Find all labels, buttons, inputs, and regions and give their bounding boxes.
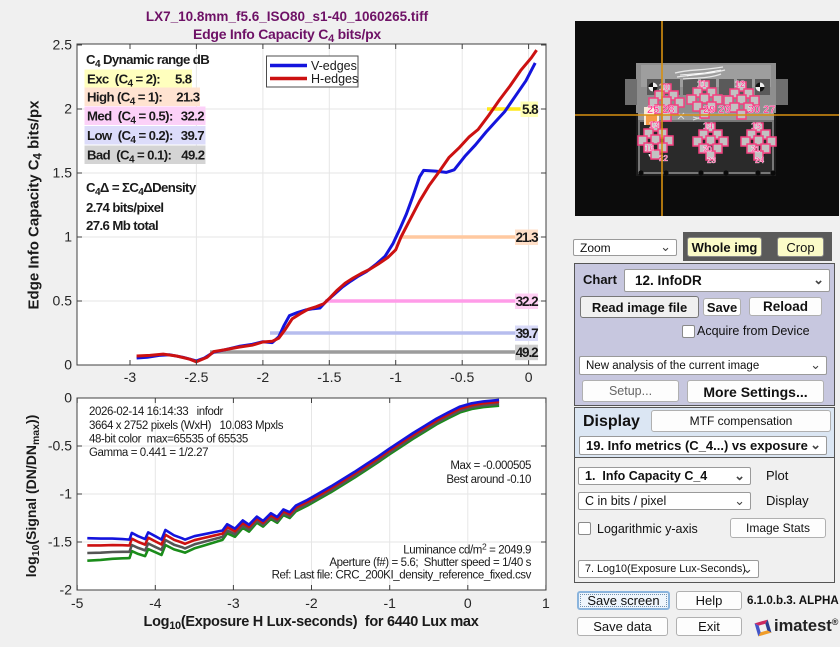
- svg-text:22: 22: [659, 154, 668, 163]
- svg-text:1: 1: [64, 229, 72, 245]
- svg-text:0: 0: [64, 390, 72, 406]
- svg-text:Bad (C4 = 0.1):: Bad (C4 = 0.1):: [87, 148, 171, 166]
- svg-text:Med (C4 = 0.5):: Med (C4 = 0.5):: [87, 109, 173, 127]
- svg-text:Luminance cd/m2 = 2049.9: Luminance cd/m2 = 2049.9: [403, 542, 531, 557]
- svg-text:30 27: 30 27: [748, 104, 776, 116]
- svg-text:-5: -5: [71, 595, 84, 611]
- svg-text:1.5: 1.5: [53, 165, 73, 181]
- svg-text:11: 11: [697, 79, 707, 89]
- svg-text:-1.5: -1.5: [48, 534, 72, 550]
- svg-text:2.5: 2.5: [53, 37, 73, 53]
- svg-text:Low (C4 = 0.2):: Low (C4 = 0.2):: [87, 128, 173, 146]
- svg-text:20: 20: [703, 145, 712, 154]
- svg-text:-1.5: -1.5: [317, 369, 341, 385]
- svg-text:48-bit color max=65535 of 655: 48-bit color max=65535 of 65535: [89, 434, 248, 446]
- svg-text:Edge Info Capacity C4 bits/px: Edge Info Capacity C4 bits/px: [26, 100, 45, 310]
- svg-text:Ref: Last file: CRC_200KI_dens: Ref: Last file: CRC_200KI_density_refere…: [272, 570, 532, 582]
- svg-text:-3: -3: [124, 369, 137, 385]
- svg-text:-2: -2: [257, 369, 270, 385]
- svg-text:2026-02-14 16:14:33 infodr: 2026-02-14 16:14:33 infodr: [89, 406, 224, 418]
- svg-text:Max = -0.000505: Max = -0.000505: [450, 460, 531, 472]
- svg-text:Best around -0.10: Best around -0.10: [446, 474, 531, 486]
- svg-text:-1: -1: [389, 369, 402, 385]
- svg-text:13: 13: [649, 120, 659, 130]
- svg-text:2.74 bits/pixel: 2.74 bits/pixel: [86, 200, 164, 215]
- svg-text:0: 0: [64, 357, 72, 373]
- svg-text:49.2: 49.2: [181, 148, 205, 163]
- svg-text:5.8: 5.8: [175, 72, 192, 87]
- svg-text:-4: -4: [149, 595, 162, 611]
- svg-text:0: 0: [464, 595, 472, 611]
- svg-text:32.2: 32.2: [516, 294, 538, 309]
- svg-text:Exc (C4 = 2):: Exc (C4 = 2):: [87, 72, 160, 90]
- svg-text:29 26: 29 26: [703, 104, 731, 116]
- svg-text:2: 2: [64, 101, 72, 117]
- svg-text:Edge Info Capacity C4 bits/px: Edge Info Capacity C4 bits/px: [193, 26, 381, 45]
- svg-text:1: 1: [542, 595, 550, 611]
- svg-text:39.7: 39.7: [516, 326, 538, 341]
- svg-text:High (C4 = 1):: High (C4 = 1):: [87, 90, 162, 108]
- svg-text:27.6 Mb total: 27.6 Mb total: [86, 218, 158, 233]
- svg-text:C4Δ = ΣC4ΔDensity: C4Δ = ΣC4ΔDensity: [86, 180, 197, 198]
- svg-text:LX7_10.8mm_f5.6_ISO80_s1-40_10: LX7_10.8mm_f5.6_ISO80_s1-40_1060265.tiff: [146, 9, 429, 24]
- svg-text:Log10(Exposure H Lux-seconds): Log10(Exposure H Lux-seconds) for 6440 L…: [144, 614, 479, 632]
- svg-text:23: 23: [707, 156, 716, 165]
- svg-text:5.8: 5.8: [522, 102, 539, 117]
- svg-text:-3: -3: [227, 595, 240, 611]
- svg-text:32.2: 32.2: [181, 109, 205, 124]
- svg-text:-1: -1: [60, 486, 73, 502]
- svg-text:Gamma = 0.441 = 1/2.27: Gamma = 0.441 = 1/2.27: [89, 447, 208, 459]
- svg-text:12: 12: [735, 79, 745, 89]
- svg-text:C4 Dynamic range dB: C4 Dynamic range dB: [86, 52, 209, 70]
- svg-text:14: 14: [703, 121, 713, 131]
- svg-text:-1: -1: [383, 595, 396, 611]
- svg-text:H-edges: H-edges: [311, 72, 358, 86]
- svg-text:21.3: 21.3: [176, 90, 200, 105]
- svg-text:21: 21: [751, 145, 760, 154]
- svg-text:21.3: 21.3: [516, 230, 539, 245]
- svg-text:-2.5: -2.5: [184, 369, 208, 385]
- svg-text:log10(Signal (DN/DNmax)): log10(Signal (DN/DNmax)): [23, 415, 42, 578]
- svg-text:-2: -2: [60, 582, 73, 598]
- svg-text:-2: -2: [305, 595, 318, 611]
- svg-text:0: 0: [525, 369, 533, 385]
- svg-text:49.2: 49.2: [516, 345, 538, 360]
- svg-text:0.5: 0.5: [53, 293, 73, 309]
- svg-text:39.7: 39.7: [181, 128, 205, 143]
- svg-text:-0.5: -0.5: [450, 369, 474, 385]
- svg-text:10: 10: [659, 82, 669, 92]
- svg-text:16: 16: [645, 144, 654, 153]
- svg-text:25 28: 25 28: [647, 104, 675, 116]
- svg-text:3664 x 2752 pixels (WxH) 10.: 3664 x 2752 pixels (WxH) 10.083 Mpxls: [89, 420, 284, 432]
- svg-text:Aperture (f#) = 5.6; Shutter: Aperture (f#) = 5.6; Shutter speed = 1/4…: [329, 557, 531, 569]
- svg-text:V-edges: V-edges: [311, 59, 357, 73]
- svg-text:24: 24: [755, 156, 764, 165]
- svg-text:15: 15: [751, 121, 761, 131]
- svg-text:-0.5: -0.5: [48, 438, 72, 454]
